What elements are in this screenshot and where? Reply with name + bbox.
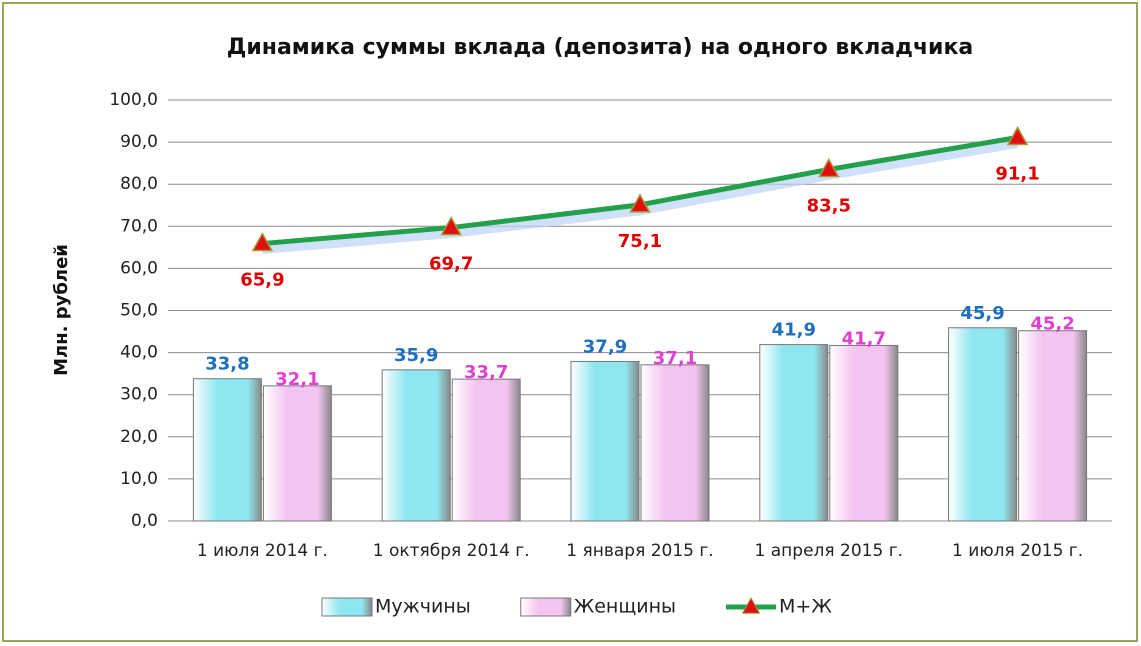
legend-label: М+Ж (779, 596, 832, 618)
value-label: 65,9 (240, 270, 284, 291)
legend-label: Женщины (574, 596, 676, 618)
y-tick-label: 40,0 (120, 343, 158, 363)
bar (829, 344, 899, 522)
bar (192, 378, 262, 522)
y-tick-label: 60,0 (120, 258, 158, 278)
y-tick-label: 0,0 (131, 511, 158, 531)
value-label: 41,7 (842, 328, 886, 349)
value-label: 45,9 (960, 303, 1004, 324)
line-marker (440, 216, 462, 236)
x-tick-label: 1 января 2015 г. (566, 541, 713, 561)
value-label: 45,2 (1030, 314, 1074, 335)
line-marker (1006, 125, 1029, 146)
legend-swatch (321, 597, 373, 617)
bar (759, 344, 829, 522)
value-label: 32,1 (275, 369, 319, 390)
y-tick-label: 80,0 (120, 174, 158, 194)
bar (640, 364, 710, 522)
line-marker (818, 157, 840, 178)
value-label: 33,8 (205, 354, 249, 375)
bar (381, 369, 451, 522)
bar (948, 327, 1018, 522)
y-tick-label: 20,0 (120, 427, 158, 447)
value-label: 37,1 (653, 348, 697, 369)
y-tick-label: 90,0 (120, 132, 158, 152)
y-tick-label: 50,0 (120, 301, 158, 321)
y-tick-label: 100,0 (109, 90, 158, 110)
chart-title: Динамика суммы вклада (депозита) на одно… (227, 35, 974, 60)
y-axis-label: Млн. рублей (51, 244, 72, 376)
value-label: 83,5 (807, 195, 851, 216)
x-tick-label: 1 июля 2015 г. (952, 541, 1083, 561)
line-marker (251, 232, 274, 252)
x-tick-label: 1 апреля 2015 г. (755, 541, 904, 561)
legend-swatch (520, 597, 572, 617)
legend-label: Мужчины (375, 596, 471, 618)
y-tick-label: 10,0 (120, 469, 158, 489)
bar (451, 378, 521, 522)
legend-marker (741, 596, 761, 614)
x-tick-label: 1 июля 2014 г. (197, 541, 328, 561)
y-tick-label: 30,0 (120, 385, 158, 405)
y-tick-label: 70,0 (120, 216, 158, 236)
value-label: 37,9 (583, 336, 627, 357)
value-label: 75,1 (618, 231, 662, 252)
bar (570, 360, 640, 522)
line-marker (629, 193, 651, 213)
value-label: 69,7 (429, 254, 473, 275)
value-label: 33,7 (464, 362, 508, 383)
x-tick-label: 1 октября 2014 г. (373, 541, 530, 561)
bar (1018, 330, 1088, 522)
bar (262, 385, 332, 522)
value-label: 91,1 (995, 163, 1039, 184)
value-label: 35,9 (394, 345, 438, 366)
value-label: 41,9 (772, 320, 816, 341)
